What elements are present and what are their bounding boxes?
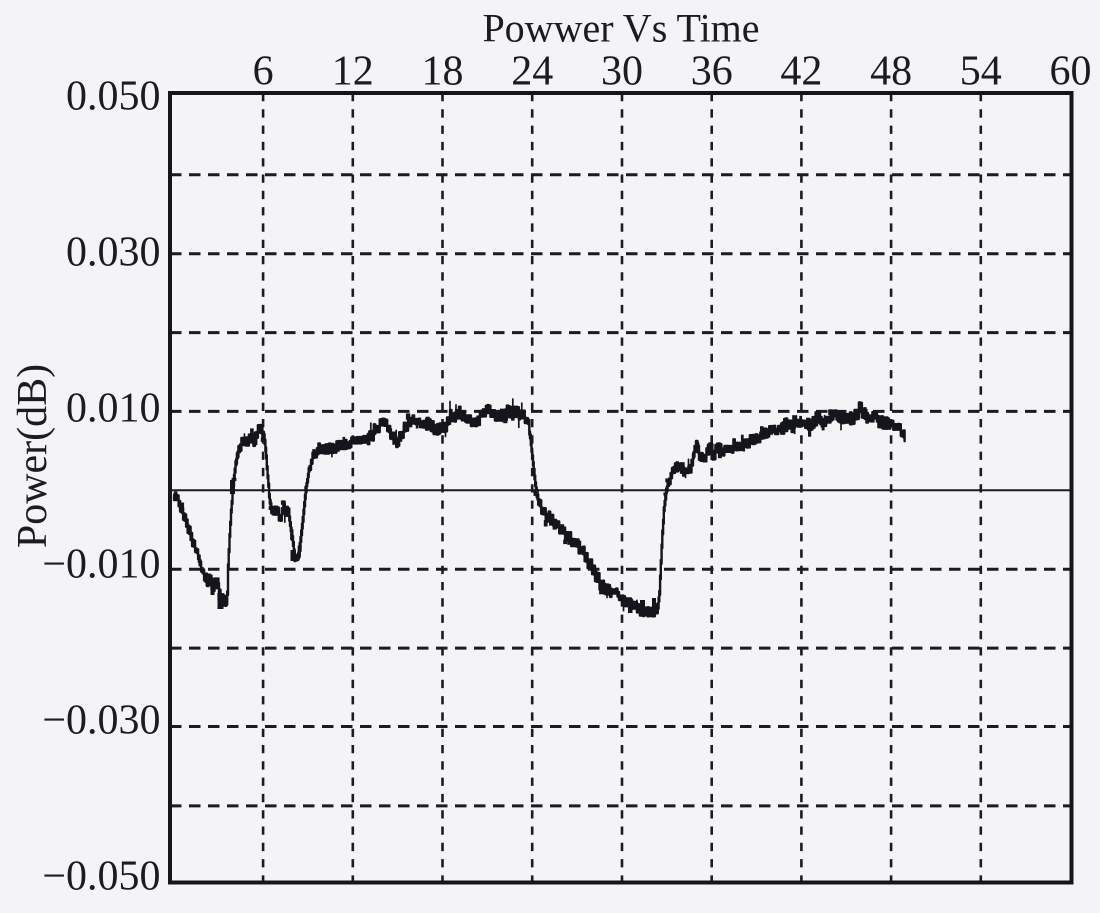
svg-text:6: 6 [253,49,274,95]
svg-text:Power(dB): Power(dB) [10,364,56,548]
svg-text:18: 18 [422,49,464,95]
svg-text:−0.010: −0.010 [42,542,160,588]
svg-text:12: 12 [332,49,374,95]
svg-text:24: 24 [511,49,553,95]
svg-text:30: 30 [601,49,643,95]
svg-text:36: 36 [691,49,733,95]
svg-text:0.030: 0.030 [66,230,161,276]
svg-text:−0.050: −0.050 [42,854,160,900]
svg-text:42: 42 [780,49,822,95]
svg-text:0.010: 0.010 [66,386,161,432]
svg-text:Powwer Vs Time: Powwer Vs Time [482,6,759,51]
svg-text:54: 54 [960,49,1002,95]
svg-text:0.050: 0.050 [66,74,161,120]
svg-text:−0.030: −0.030 [42,698,160,744]
svg-text:60: 60 [1050,49,1092,95]
svg-text:48: 48 [870,49,912,95]
